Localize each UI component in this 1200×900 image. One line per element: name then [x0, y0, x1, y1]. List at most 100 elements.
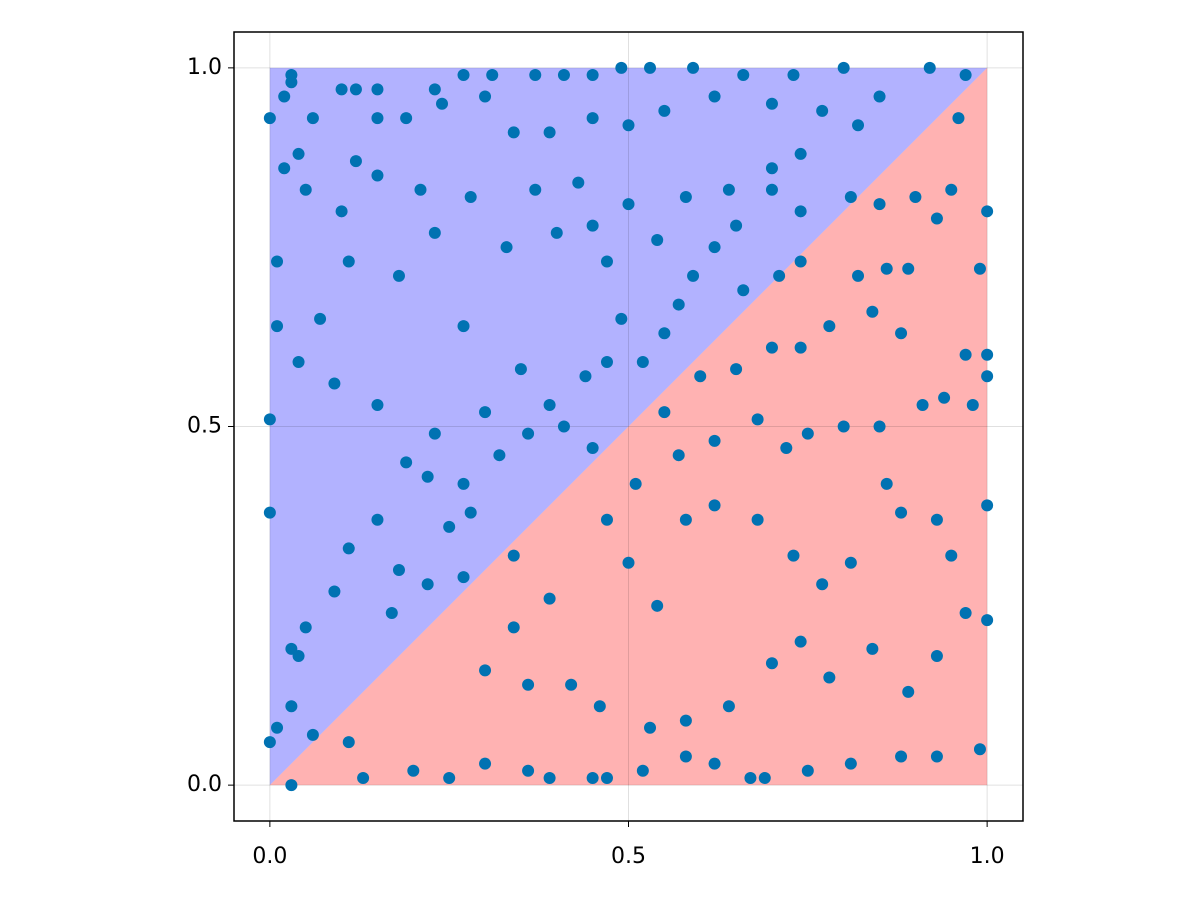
point: [873, 198, 886, 211]
point: [751, 413, 764, 426]
point: [966, 398, 979, 411]
point: [600, 255, 613, 268]
point: [314, 312, 327, 325]
point: [981, 205, 994, 218]
point: [744, 771, 757, 784]
point-layer: [263, 61, 994, 792]
point: [866, 642, 879, 655]
point: [787, 69, 800, 82]
point: [342, 736, 355, 749]
fill-layer: [269, 67, 988, 786]
point: [794, 255, 807, 268]
x-tick-label: 0.0: [252, 844, 287, 869]
point: [615, 61, 628, 74]
point: [945, 183, 958, 196]
point: [959, 606, 972, 619]
point: [844, 757, 857, 770]
point: [421, 470, 434, 483]
point: [694, 370, 707, 383]
point: [644, 61, 657, 74]
point: [672, 298, 685, 311]
point: [981, 614, 994, 627]
point: [952, 112, 965, 125]
point: [457, 69, 470, 82]
point: [371, 513, 384, 526]
point: [543, 398, 556, 411]
point: [349, 83, 362, 96]
point: [335, 205, 348, 218]
point: [507, 549, 520, 562]
grid-layer: [234, 32, 1023, 821]
point: [973, 262, 986, 275]
point: [457, 571, 470, 584]
point: [271, 721, 284, 734]
point: [400, 112, 413, 125]
point: [823, 320, 836, 333]
point: [357, 771, 370, 784]
point: [586, 219, 599, 232]
point: [837, 61, 850, 74]
point: [751, 513, 764, 526]
point: [758, 771, 771, 784]
point: [371, 169, 384, 182]
point: [679, 190, 692, 203]
point: [586, 69, 599, 82]
point: [708, 90, 721, 103]
point: [600, 513, 613, 526]
point: [658, 327, 671, 340]
point: [930, 650, 943, 663]
point: [773, 269, 786, 282]
point: [278, 162, 291, 175]
point: [579, 370, 592, 383]
point: [959, 69, 972, 82]
point: [801, 764, 814, 777]
point: [708, 757, 721, 770]
point: [557, 69, 570, 82]
point: [292, 355, 305, 368]
point: [349, 155, 362, 168]
point: [407, 764, 420, 777]
point: [780, 442, 793, 455]
point: [557, 420, 570, 433]
y-tick-label: 0.5: [187, 414, 222, 439]
point: [880, 262, 893, 275]
point: [737, 69, 750, 82]
point: [586, 112, 599, 125]
point: [385, 606, 398, 619]
point: [687, 269, 700, 282]
point: [973, 743, 986, 756]
y-tick-label: 1.0: [187, 55, 222, 80]
point: [852, 269, 865, 282]
point: [371, 83, 384, 96]
point: [479, 406, 492, 419]
point: [730, 363, 743, 376]
point: [328, 377, 341, 390]
point: [801, 427, 814, 440]
point: [787, 549, 800, 562]
point: [529, 69, 542, 82]
point: [342, 255, 355, 268]
point: [428, 427, 441, 440]
point: [285, 642, 298, 655]
point: [263, 112, 276, 125]
point: [765, 162, 778, 175]
point: [414, 183, 427, 196]
point: [644, 721, 657, 734]
point: [342, 542, 355, 555]
point: [371, 398, 384, 411]
point: [959, 348, 972, 361]
point: [479, 664, 492, 677]
point: [708, 434, 721, 447]
point: [679, 714, 692, 727]
point: [572, 176, 585, 189]
point: [600, 355, 613, 368]
point: [938, 391, 951, 404]
point: [493, 449, 506, 462]
point: [263, 736, 276, 749]
point: [658, 406, 671, 419]
y-tick-label: 0.0: [187, 772, 222, 797]
point: [285, 76, 298, 89]
point: [522, 764, 535, 777]
point: [565, 678, 578, 691]
point: [421, 578, 434, 591]
